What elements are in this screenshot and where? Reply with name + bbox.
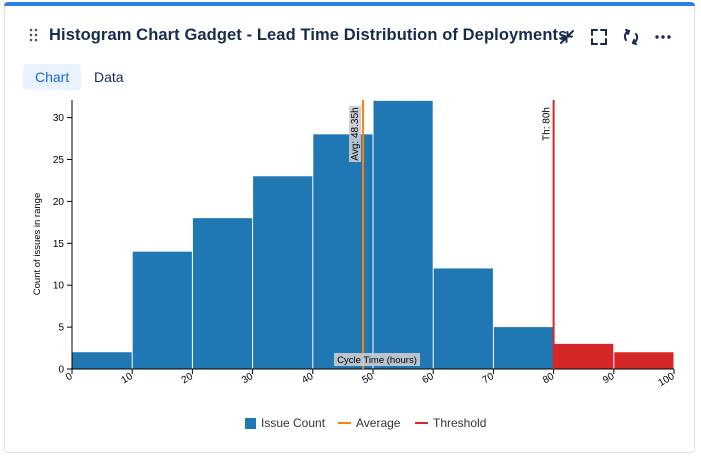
- legend-item-issue-count[interactable]: Issue Count: [245, 413, 325, 433]
- threshold-label: Th: 80h: [542, 107, 553, 141]
- x-tick-label: 20: [180, 371, 196, 386]
- x-tick-label: 90: [601, 371, 617, 386]
- gadget-title: Histogram Chart Gadget - Lead Time Distr…: [49, 26, 568, 44]
- histogram-bar: [493, 327, 554, 369]
- refresh-icon[interactable]: [621, 27, 641, 47]
- x-tick-label: 60: [421, 371, 437, 386]
- legend-label: Issue Count: [261, 416, 326, 430]
- y-axis-label: Count of issues in range: [32, 193, 43, 295]
- average-label-bg: [349, 106, 362, 162]
- x-axis-label: Cycle Time (hours): [337, 355, 417, 366]
- chart-legend: Issue Count Average Threshold: [5, 413, 694, 433]
- x-tick-label: 0: [64, 371, 75, 384]
- average-label: Avg: 48.35h: [350, 107, 361, 160]
- histogram-bar: [614, 352, 674, 369]
- y-tick-label: 25: [53, 155, 65, 166]
- x-tick-label: 50: [360, 371, 376, 386]
- x-tick-label: 70: [481, 371, 497, 386]
- tab-data[interactable]: Data: [94, 69, 124, 85]
- x-tick-label: 40: [300, 371, 316, 386]
- gadget-header: Histogram Chart Gadget - Lead Time Distr…: [5, 21, 694, 53]
- tab-chart[interactable]: Chart: [23, 64, 82, 90]
- histogram-bar: [132, 251, 192, 369]
- histogram-bar: [192, 218, 253, 369]
- y-tick-label: 0: [58, 365, 64, 376]
- x-axis-label-bg: [334, 353, 420, 366]
- fullscreen-icon[interactable]: [589, 27, 609, 47]
- legend-item-threshold[interactable]: Threshold: [415, 413, 486, 433]
- histogram-bar: [433, 268, 493, 369]
- legend-label: Threshold: [433, 416, 487, 430]
- histogram-bar: [554, 343, 614, 369]
- y-tick-label: 15: [53, 239, 65, 250]
- legend-label: Average: [356, 416, 401, 430]
- legend-swatch-issue-count: [245, 417, 256, 429]
- y-tick-label: 10: [53, 281, 65, 292]
- histogram-bar: [373, 100, 433, 369]
- histogram-bar: [253, 176, 313, 369]
- y-tick-label: 30: [53, 113, 65, 124]
- histogram-bar: [72, 352, 132, 369]
- x-tick-label: 30: [240, 371, 256, 386]
- y-tick-label: 5: [58, 323, 64, 334]
- x-tick-label: 80: [541, 371, 557, 386]
- minimize-icon[interactable]: [557, 27, 577, 47]
- card-accent-bar: [4, 2, 695, 6]
- drag-handle-icon[interactable]: [29, 28, 39, 42]
- more-icon[interactable]: [653, 27, 673, 47]
- x-tick-label: 10: [120, 371, 136, 386]
- legend-swatch-threshold: [415, 422, 428, 424]
- legend-swatch-average: [338, 422, 351, 424]
- legend-item-average[interactable]: Average: [338, 413, 400, 433]
- y-tick-label: 20: [53, 197, 65, 208]
